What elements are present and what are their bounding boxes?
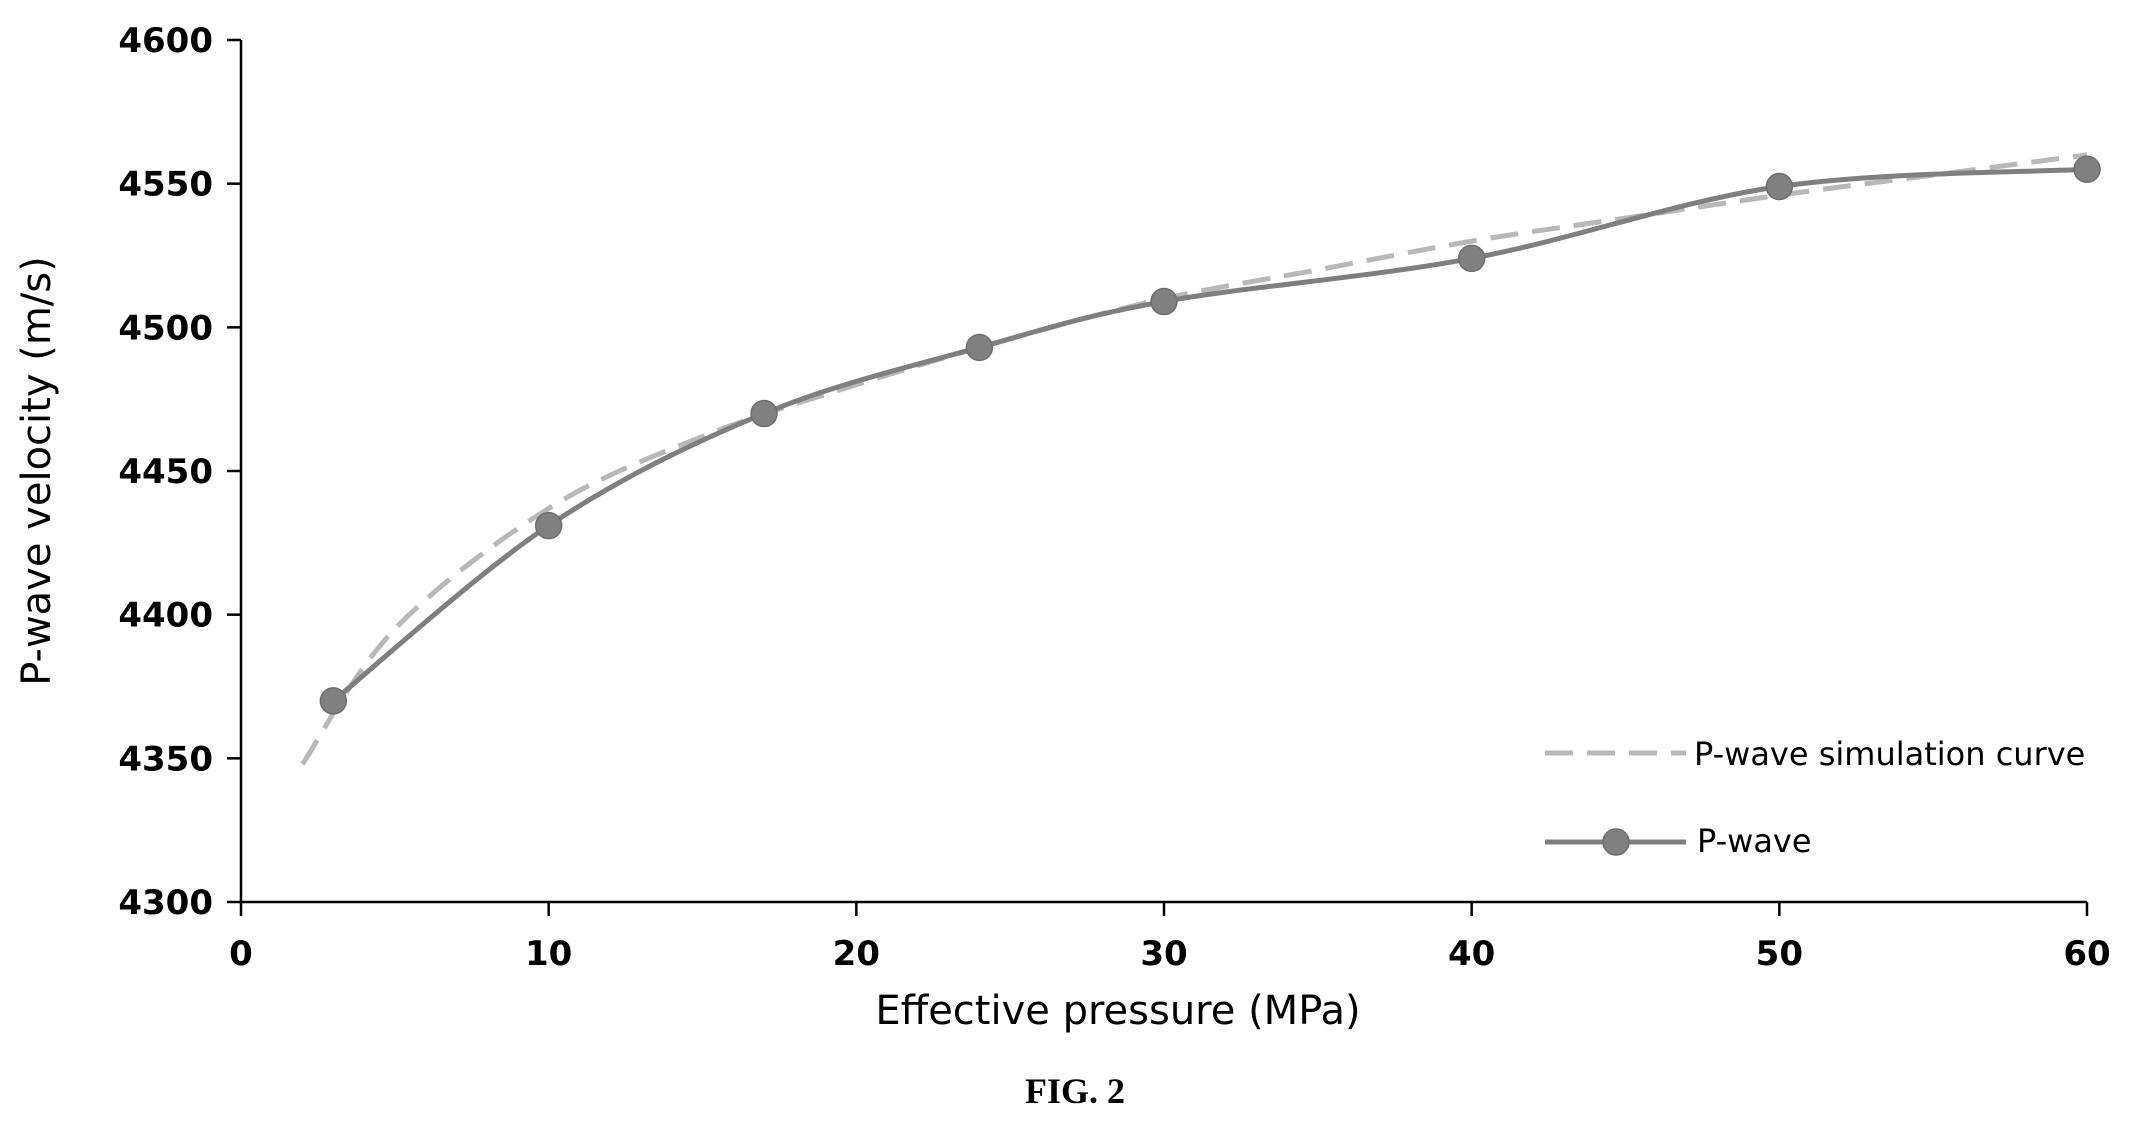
series-layer	[300, 152, 2101, 766]
p-wave-point	[2073, 155, 2101, 184]
x-tick-label: 0	[229, 934, 253, 974]
y-tick-label: 4550	[118, 165, 213, 205]
y-tick-label: 4450	[118, 452, 213, 492]
x-tick-label: 60	[2063, 934, 2110, 974]
p-wave-line	[331, 166, 2088, 703]
p-wave-point	[534, 511, 563, 540]
p-wave-point	[750, 399, 778, 428]
legend-simulation-label: P-wave simulation curve	[1694, 735, 2085, 773]
legend-p-wave-marker	[1602, 828, 1630, 856]
x-tick-label: 20	[833, 934, 880, 974]
p-wave-point	[1150, 287, 1178, 316]
figure-caption: FIG. 2	[1025, 1071, 1125, 1111]
legend: P-wave simulation curve P-wave	[1545, 735, 2085, 860]
y-axis-title: P-wave velocity (m/s)	[14, 256, 60, 685]
x-tick-label: 10	[525, 934, 572, 974]
simulation-curve-line	[300, 152, 2088, 766]
y-tick-label: 4300	[118, 883, 213, 923]
x-axis-title: Effective pressure (MPa)	[875, 988, 1360, 1034]
p-wave-point	[1765, 172, 1794, 201]
axes: 4300 4350 4400 4450 4500 4550 4600 0 10 20 30 40 50 6…	[118, 21, 2110, 974]
y-tick-label: 4500	[118, 308, 213, 348]
x-tick-label: 50	[1756, 934, 1803, 974]
y-tick-label: 4600	[118, 21, 213, 61]
p-wave-point	[319, 687, 348, 715]
x-tick-label: 30	[1140, 934, 1187, 974]
legend-p-wave-label: P-wave	[1697, 822, 1812, 860]
y-tick-label: 4400	[118, 596, 213, 636]
x-tick-label: 40	[1448, 934, 1495, 974]
y-tick-label: 4350	[118, 739, 213, 779]
p-wave-point	[1457, 244, 1486, 273]
p-wave-point	[965, 333, 994, 362]
